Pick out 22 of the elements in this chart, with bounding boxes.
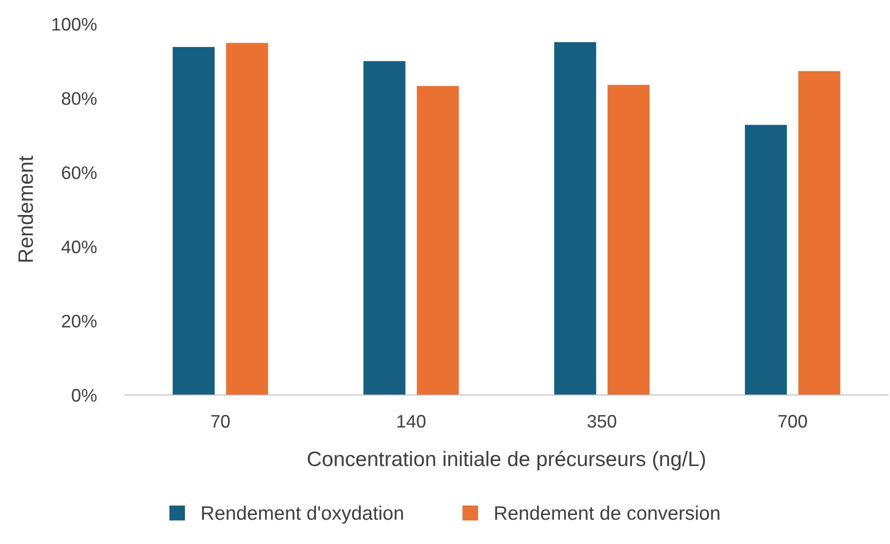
x-tick-label: 140 (397, 414, 426, 428)
bar (172, 47, 215, 395)
bar (363, 61, 406, 395)
bar (744, 124, 787, 395)
x-tick-label: 700 (778, 414, 807, 428)
y-tick-label: 80% (62, 92, 97, 105)
y-tick-label: 100% (52, 18, 97, 31)
y-tick-label: 60% (62, 166, 97, 180)
bar (226, 42, 268, 395)
legend-label: Rendement d'oxydation (202, 506, 403, 524)
y-tick-label: 0% (72, 388, 97, 402)
y-tick-label: 40% (62, 240, 97, 254)
x-tick-label: 70 (211, 414, 230, 428)
y-axis-title: Rendement (18, 156, 34, 262)
legend-label: Rendement de conversion (495, 506, 720, 520)
x-axis-title: Concentration initiale de précurseurs (ng/L) (308, 450, 705, 470)
y-tick-label: 20% (62, 314, 97, 328)
x-tick-label: 350 (588, 414, 616, 428)
bar (798, 71, 840, 395)
bar (554, 42, 596, 395)
bar (608, 84, 650, 395)
bar (416, 86, 459, 395)
